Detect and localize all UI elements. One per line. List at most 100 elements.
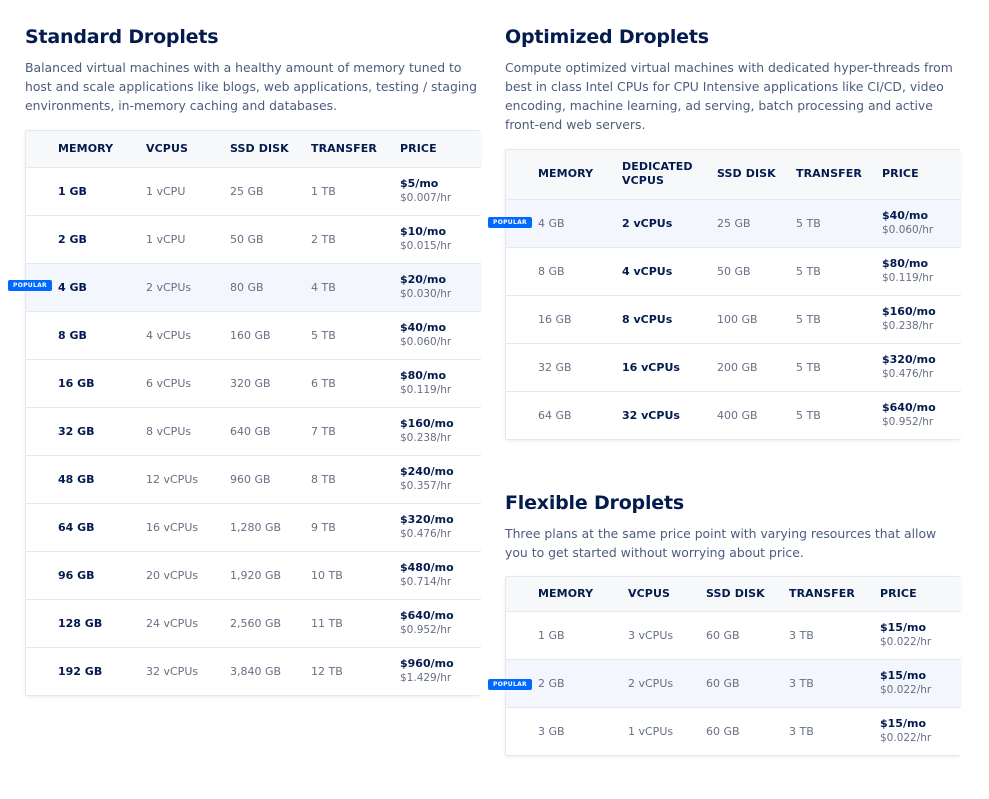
- header-ssd-disk: SSD DISK: [706, 577, 789, 612]
- vcpus-cell: 1 vCPU: [146, 215, 230, 264]
- hourly-price: $0.476/hr: [882, 368, 934, 380]
- table-row: 48 GB 12 vCPUs 960 GB 8 TB $240/mo $0.357/hr: [26, 455, 481, 504]
- memory-cell: 3 GB: [538, 724, 565, 738]
- section-title: Flexible Droplets: [505, 492, 684, 514]
- memory-cell: 32 GB: [26, 407, 146, 456]
- transfer-cell: 11 TB: [311, 599, 400, 648]
- vcpus-cell: 24 vCPUs: [146, 599, 230, 648]
- memory-cell: 128 GB: [26, 599, 146, 648]
- vcpus-cell: 20 vCPUs: [146, 551, 230, 600]
- table-row: 4 GB 2 vCPUs 25 GB 5 TB $40/mo $0.060/hr: [506, 199, 961, 248]
- memory-cell: 64 GB: [26, 503, 146, 552]
- hourly-price: $0.119/hr: [882, 272, 934, 284]
- vcpus-cell: 16 vCPUs: [622, 343, 717, 392]
- flexible-droplets-section: Flexible Droplets Three plans at the sam…: [505, 490, 961, 756]
- table-row: 1 GB 1 vCPU 25 GB 1 TB $5/mo $0.007/hr: [26, 167, 481, 216]
- transfer-cell: 1 TB: [311, 167, 400, 216]
- price-cell: $15/mo $0.022/hr: [880, 611, 961, 660]
- table-row: 64 GB 32 vCPUs 400 GB 5 TB $640/mo $0.952/hr: [506, 391, 961, 439]
- table-row: 16 GB 8 vCPUs 100 GB 5 TB $160/mo $0.238/hr: [506, 295, 961, 344]
- table-header-row: MEMORY DEDICATED VCPUS SSD DISK TRANSFER…: [506, 150, 961, 200]
- header-transfer: TRANSFER: [789, 577, 880, 612]
- table-row: 128 GB 24 vCPUs 2,560 GB 11 TB $640/mo $0.952…: [26, 599, 481, 648]
- price-cell: $10/mo $0.015/hr: [400, 215, 481, 264]
- ssd-disk-cell: 400 GB: [717, 408, 758, 422]
- monthly-price: $960/mo: [400, 657, 454, 671]
- table-row: 4 GB 2 vCPUs 80 GB 4 TB $20/mo $0.030/hr: [26, 263, 481, 312]
- ssd-disk-cell: 1,920 GB: [230, 551, 311, 600]
- hourly-price: $0.022/hr: [880, 684, 932, 696]
- monthly-price: $480/mo: [400, 561, 454, 574]
- table-row: 8 GB 4 vCPUs 160 GB 5 TB $40/mo $0.060/hr: [26, 311, 481, 360]
- price-cell: $960/mo $1.429/hr: [400, 647, 481, 695]
- monthly-price: $15/mo: [880, 669, 926, 682]
- memory-cell: 48 GB: [26, 455, 146, 504]
- transfer-cell: 9 TB: [311, 503, 400, 552]
- header-memory: MEMORY: [26, 131, 146, 168]
- vcpus-cell: 4 vCPUs: [622, 247, 717, 296]
- ssd-disk-cell: 60 GB: [706, 611, 789, 660]
- memory-cell: 192 GB: [58, 664, 103, 678]
- hourly-price: $0.015/hr: [400, 240, 452, 252]
- vcpus-cell: 32 vCPUs: [622, 408, 680, 422]
- price-cell: $320/mo $0.476/hr: [882, 343, 961, 392]
- transfer-cell: 3 TB: [789, 659, 880, 708]
- transfer-cell: 6 TB: [311, 359, 400, 408]
- ssd-disk-cell: 3,840 GB: [230, 664, 282, 678]
- table-row: 3 GB 1 vCPUs 60 GB 3 TB $15/mo $0.022/hr: [506, 707, 961, 755]
- hourly-price: $0.714/hr: [400, 576, 452, 588]
- vcpus-cell: 1 vCPUs: [628, 724, 674, 738]
- hourly-price: $0.357/hr: [400, 480, 452, 492]
- standard-droplets-section: Standard Droplets Balanced virtual machi…: [25, 24, 481, 696]
- transfer-cell: 2 TB: [311, 215, 400, 264]
- hourly-price: $0.022/hr: [880, 732, 932, 745]
- table-row: 8 GB 4 vCPUs 50 GB 5 TB $80/mo $0.119/hr: [506, 247, 961, 296]
- memory-cell: 16 GB: [26, 359, 146, 408]
- ssd-disk-cell: 25 GB: [717, 199, 796, 248]
- vcpus-cell: 6 vCPUs: [146, 359, 230, 408]
- hourly-price: $0.952/hr: [882, 416, 934, 429]
- hourly-price: $0.007/hr: [400, 192, 452, 204]
- memory-cell: 4 GB: [26, 263, 146, 312]
- ssd-disk-cell: 960 GB: [230, 455, 311, 504]
- vcpus-cell: 16 vCPUs: [146, 503, 230, 552]
- memory-cell: 8 GB: [26, 311, 146, 360]
- hourly-price: $0.060/hr: [882, 224, 934, 236]
- memory-cell: 16 GB: [506, 295, 622, 344]
- header-vcpus: VCPUS: [628, 577, 706, 612]
- monthly-price: $20/mo: [400, 273, 446, 286]
- flexible-pricing-table: MEMORY VCPUS SSD DISK TRANSFER PRICE 1 G…: [506, 577, 961, 755]
- vcpus-cell: 32 vCPUs: [146, 664, 199, 678]
- ssd-disk-cell: 50 GB: [717, 247, 796, 296]
- memory-cell: 96 GB: [26, 551, 146, 600]
- hourly-price: $0.238/hr: [882, 320, 934, 332]
- monthly-price: $640/mo: [882, 401, 936, 415]
- memory-cell: 2 GB: [26, 215, 146, 264]
- price-cell: $320/mo $0.476/hr: [400, 503, 481, 552]
- ssd-disk-cell: 25 GB: [230, 167, 311, 216]
- vcpus-cell: 2 vCPUs: [622, 199, 717, 248]
- section-description: Three plans at the same price point with…: [505, 526, 937, 560]
- popular-badge: POPULAR: [488, 679, 532, 690]
- price-cell: $80/mo $0.119/hr: [400, 359, 481, 408]
- vcpus-cell: 1 vCPU: [146, 167, 230, 216]
- standard-pricing-table: MEMORY VCPUS SSD DISK TRANSFER PRICE 1 G…: [26, 131, 481, 695]
- transfer-cell: 7 TB: [311, 407, 400, 456]
- monthly-price: $80/mo: [400, 369, 446, 382]
- popular-badge: POPULAR: [488, 217, 532, 228]
- section-title: Standard Droplets: [25, 26, 219, 48]
- ssd-disk-cell: 60 GB: [706, 724, 740, 738]
- price-cell: $480/mo $0.714/hr: [400, 551, 481, 600]
- price-cell: $160/mo $0.238/hr: [882, 295, 961, 344]
- table-row: 32 GB 8 vCPUs 640 GB 7 TB $160/mo $0.238/hr: [26, 407, 481, 456]
- price-cell: $40/mo $0.060/hr: [400, 311, 481, 360]
- header-price: PRICE: [880, 577, 961, 612]
- hourly-price: $1.429/hr: [400, 672, 452, 685]
- memory-cell: 64 GB: [538, 408, 572, 422]
- optimized-pricing-table-wrapper: MEMORY DEDICATED VCPUS SSD DISK TRANSFER…: [505, 149, 961, 440]
- transfer-cell: 4 TB: [311, 263, 400, 312]
- ssd-disk-cell: 60 GB: [706, 659, 789, 708]
- table-row: 96 GB 20 vCPUs 1,920 GB 10 TB $480/mo $0.714/…: [26, 551, 481, 600]
- transfer-cell: 5 TB: [796, 247, 882, 296]
- price-cell: $160/mo $0.238/hr: [400, 407, 481, 456]
